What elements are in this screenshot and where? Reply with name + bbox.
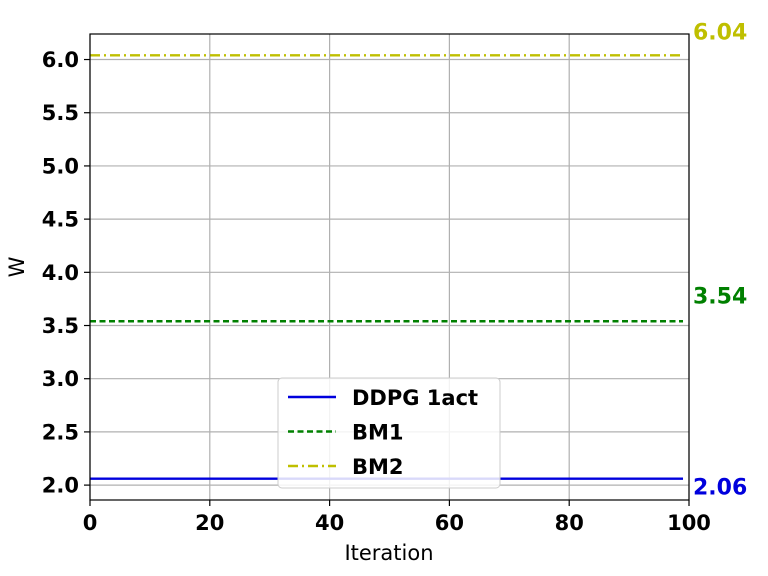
end-value-label: 2.06 <box>693 476 747 501</box>
y-tick-label: 5.5 <box>42 101 79 125</box>
y-tick-label: 5.0 <box>42 154 79 178</box>
plot-frame <box>89 33 690 501</box>
y-tick-label: 4.5 <box>42 208 79 232</box>
y-tick-label: 2.5 <box>42 420 79 444</box>
legend-label: DDPG 1act <box>352 386 478 410</box>
axis-ticks: 0 20 40 60 80 100 2.0 2.5 3.0 3.5 4.0 4.5 5.0 5.5 6.0 <box>42 48 711 535</box>
x-axis-label: Iteration <box>344 541 433 565</box>
y-tick-label: 3.0 <box>42 367 79 391</box>
legend-label: BM2 <box>352 455 404 479</box>
y-tick-label: 3.5 <box>42 314 79 338</box>
x-tick-label: 100 <box>667 511 711 535</box>
x-tick-label: 0 <box>83 511 98 535</box>
x-tick-label: 80 <box>555 511 584 535</box>
legend-label: BM1 <box>352 421 404 445</box>
x-tick-label: 60 <box>435 511 464 535</box>
y-axis-label: W <box>5 256 29 277</box>
end-value-label: 6.04 <box>693 20 747 45</box>
x-tick-label: 40 <box>315 511 344 535</box>
x-tick-label: 20 <box>195 511 224 535</box>
legend-box <box>277 377 501 489</box>
end-value-label: 3.54 <box>693 284 747 309</box>
y-tick-label: 4.0 <box>42 261 79 285</box>
y-tick-label: 6.0 <box>42 48 79 72</box>
y-tick-label: 2.0 <box>42 474 79 498</box>
end-labels: 2.06 3.54 6.04 <box>693 20 747 500</box>
legend: DDPG 1act BM1 BM2 <box>277 377 501 489</box>
